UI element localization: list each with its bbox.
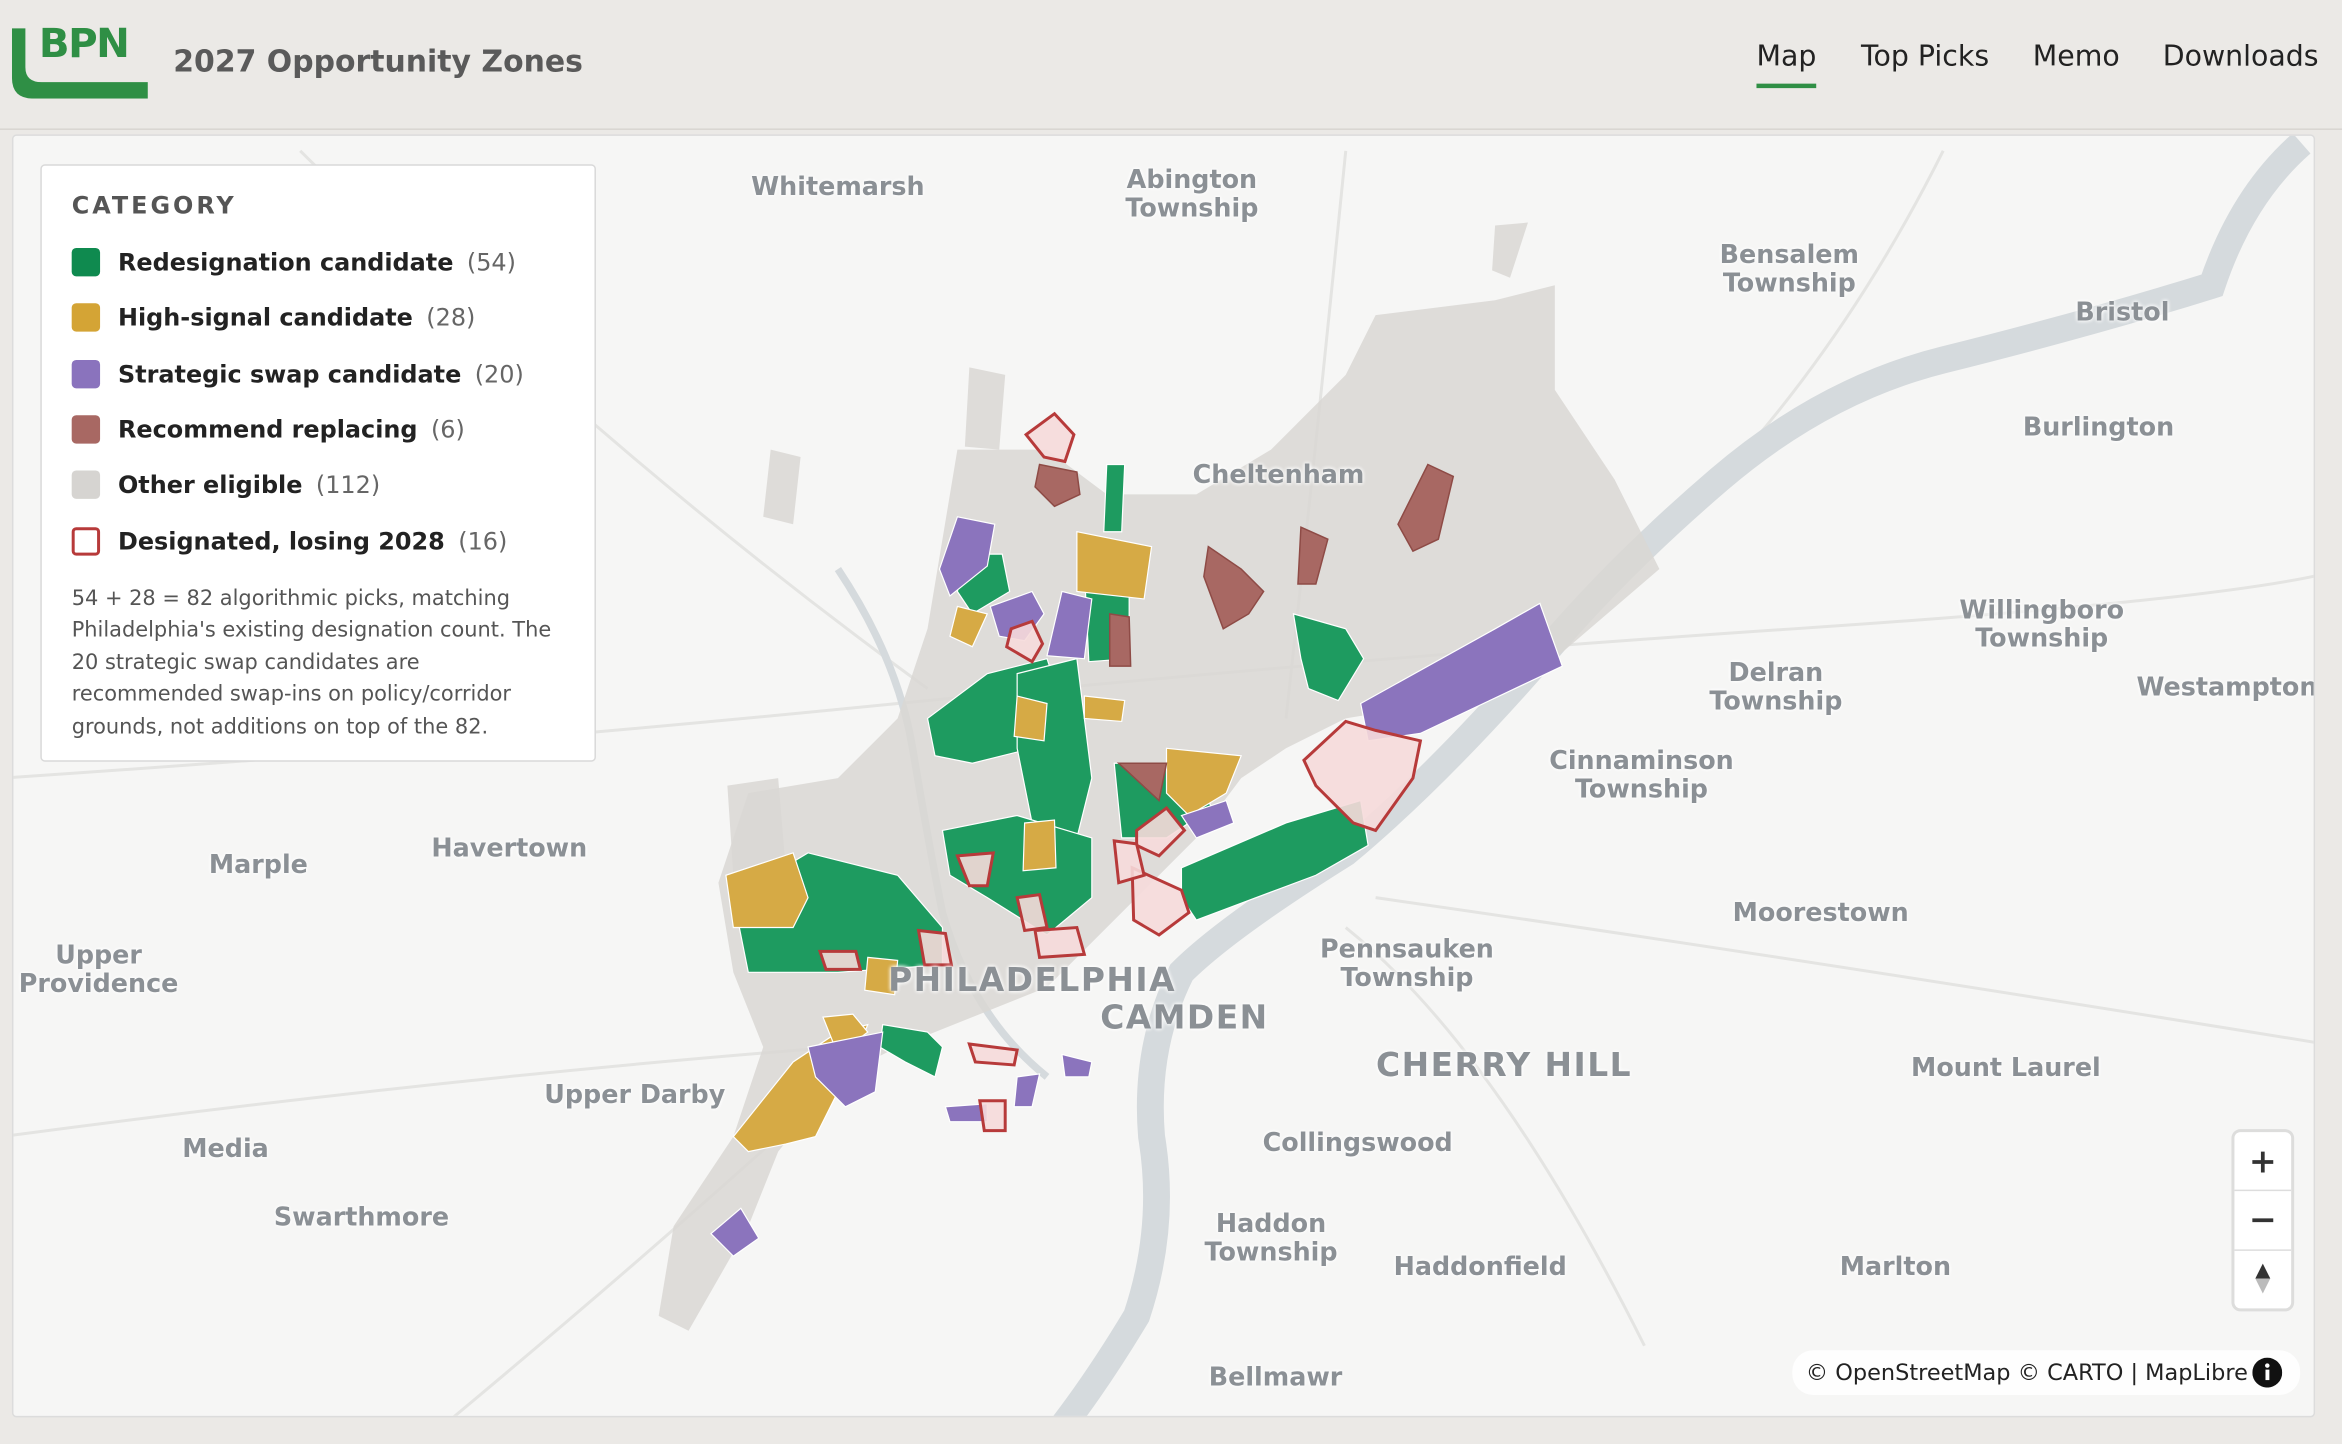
legend-count: (6) [430,415,465,444]
legend-note: 54 + 28 = 82 algorithmic picks, matching… [71,586,552,740]
legend-swatch [71,359,101,388]
nav-link[interactable]: Memo [2032,40,2120,74]
place-label: Marple [208,850,308,881]
place-label: CAMDEN [1100,999,1269,1038]
place-label: Moorestown [1732,898,1909,929]
place-label: Upper Darby [544,1080,726,1111]
legend-count: (16) [458,526,508,556]
place-label: Bensalem Township [1719,240,1859,299]
place-label: Upper Providence [18,940,179,1000]
legend-label: Strategic swap candidate [117,359,462,388]
legend-swatch [71,303,101,333]
attribution: © OpenStreetMap © CARTO | MapLibre [1792,1350,2301,1396]
legend: CATEGORY Redesignation candidate (54) High… [40,164,596,762]
place-label: Media [182,1134,269,1165]
place-label: Mount Laurel [1911,1053,2101,1084]
legend-swatch [71,415,101,444]
legend-item: Recommend replacing (6) [71,402,565,458]
place-label: Cinnaminson Township [1549,746,1734,806]
zoom-in[interactable] [2234,1132,2291,1190]
nav-link[interactable]: Map [1756,40,1817,89]
legend-item: High-signal candidate (28) [71,290,565,346]
map-canvas [13,135,2314,1416]
nav-link[interactable]: Top Picks [1861,40,1990,74]
compass[interactable] [2255,1263,2271,1294]
place-label: Swarthmore [273,1203,450,1233]
legend-title: CATEGORY [71,191,237,220]
place-label: PHILADELPHIA [888,962,1177,1000]
place-label: Burlington [2022,412,2175,443]
legend-label: Recommend replacing [117,415,418,444]
legend-item: Designated, losing 2028 (16) [71,513,565,569]
legend-item: Redesignation candidate (54) [71,234,565,290]
zoom-icons [2234,1132,2292,1294]
place-label: Pennsauken Township [1320,934,1494,994]
legend-item: Other eligible (112) [71,457,565,513]
legend-label: High-signal candidate [117,303,413,333]
place-label: Havertown [431,834,588,865]
place-label: Abington Township [1125,165,1259,225]
legend-items: Redesignation candidate (54) High-signal c… [71,234,565,569]
place-label: Bellmawr [1208,1362,1343,1393]
app-title: 2027 Opportunity Zones [173,43,583,80]
place-labels: Whitemarsh Abington Township Bensalem Town… [13,136,2316,1416]
place-label: Delran Township [1709,658,1843,717]
place-label: Collingswood [1262,1128,1453,1159]
legend-swatch [71,470,101,500]
place-label: Bristol [2075,297,2170,328]
header: BPN 2027 Opportunity Zones Map Top Picks… [0,0,2342,130]
legend-label: Designated, losing 2028 [117,526,445,556]
zoom-out[interactable] [2234,1192,2291,1250]
legend-label: Other eligible [117,470,303,500]
place-label: Willingboro Township [1959,595,2125,655]
legend-count: (54) [466,248,516,277]
place-label: Westampton [2136,672,2316,703]
attribution-text: © OpenStreetMap © CARTO | MapLibre [1805,1359,2248,1387]
legend-swatch [71,526,101,556]
nav-link[interactable]: Downloads [2162,40,2319,74]
logo [11,28,148,99]
legend-label: Redesignation candidate [117,248,454,277]
legend-swatch [71,248,101,277]
zoom-controls [2234,1132,2292,1309]
legend-count: (28) [426,303,476,333]
place-label: Haddon Township [1204,1209,1338,1269]
place-label: Marlton [1839,1252,1952,1283]
logo-text: BPN [38,20,130,68]
place-label: Whitemarsh [751,172,925,203]
place-label: Cheltenham [1192,460,1365,491]
legend-count: (112) [315,470,381,500]
info-icon[interactable] [2252,1357,2283,1388]
legend-item: Strategic swap candidate (20) [71,346,565,402]
place-label: Haddonfield [1393,1252,1567,1283]
place-label: CHERRY HILL [1375,1047,1633,1086]
legend-count: (20) [474,359,524,388]
